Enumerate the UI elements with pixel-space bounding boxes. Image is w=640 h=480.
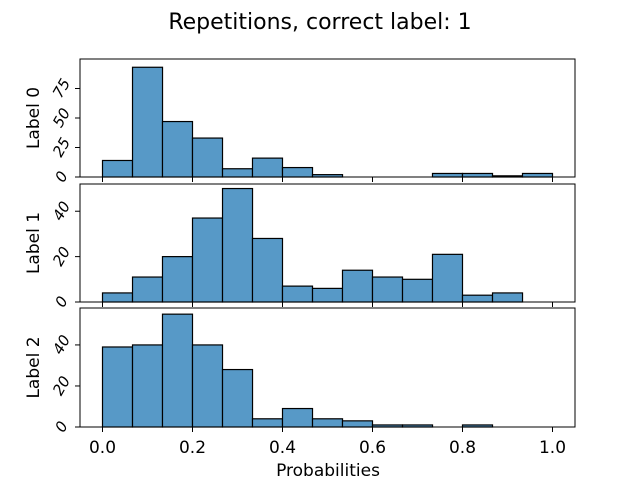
y-tick-label: 20 [49,244,74,270]
x-tick-label: 0.6 [359,438,386,458]
histogram-bar [191,137,224,178]
y-tick-label: 0 [51,418,71,435]
histogram-bar [281,285,314,303]
histogram-bar [191,344,224,428]
histogram-bar [311,418,344,428]
histogram-bar [161,120,194,178]
x-tick-label: 0.4 [269,438,296,458]
y-axis-label: Label 0 [24,87,44,149]
y-tick-label: 25 [49,134,74,160]
histogram-bar [281,407,314,428]
histogram-bar [461,294,494,303]
axes-frame [79,307,576,428]
x-tick-label: 1.0 [539,438,566,458]
histogram-bar [521,172,554,178]
histogram-bar [131,344,164,428]
x-tick-label: 0.2 [179,438,206,458]
histogram-bar [371,276,404,303]
histogram-bar [221,368,254,428]
histogram-bar [101,159,134,178]
x-tick-label: 0.0 [89,438,116,458]
histogram-bar [161,256,194,303]
histogram-bar [431,253,464,303]
figure-title: Repetitions, correct label: 1 [168,10,471,35]
histogram-bar [431,172,464,178]
histogram-bar [221,168,254,178]
histogram-bar [191,217,224,303]
y-tick-label: 40 [49,332,74,358]
y-tick-label: 0 [51,293,71,310]
histogram-bar [341,420,374,428]
histogram-bar [401,278,434,303]
y-tick-label: 40 [49,198,74,224]
y-tick-label: 0 [51,168,71,185]
histogram-bar [461,172,494,178]
histogram-bar [161,313,194,428]
y-tick-label: 75 [49,75,74,101]
histogram-bar [341,269,374,303]
x-tick-label: 0.8 [449,438,476,458]
histogram-bar [101,346,134,428]
x-axis-label: Probabilities [276,461,380,480]
histogram-bar [251,418,284,428]
y-axis-label: Label 1 [24,212,44,274]
y-tick-label: 50 [49,105,74,131]
histogram-bar [311,287,344,303]
histogram-bar [491,292,524,303]
histogram-bar [281,166,314,178]
y-tick-label: 20 [49,373,74,399]
y-axis-label: Label 2 [24,336,44,398]
histogram-bar [251,237,284,303]
histogram-bar [131,66,164,178]
histogram-bar [221,187,254,303]
histogram-bar [251,157,284,178]
histogram-bar [131,276,164,303]
histogram-bar [101,292,134,303]
axes-frame [79,183,576,303]
